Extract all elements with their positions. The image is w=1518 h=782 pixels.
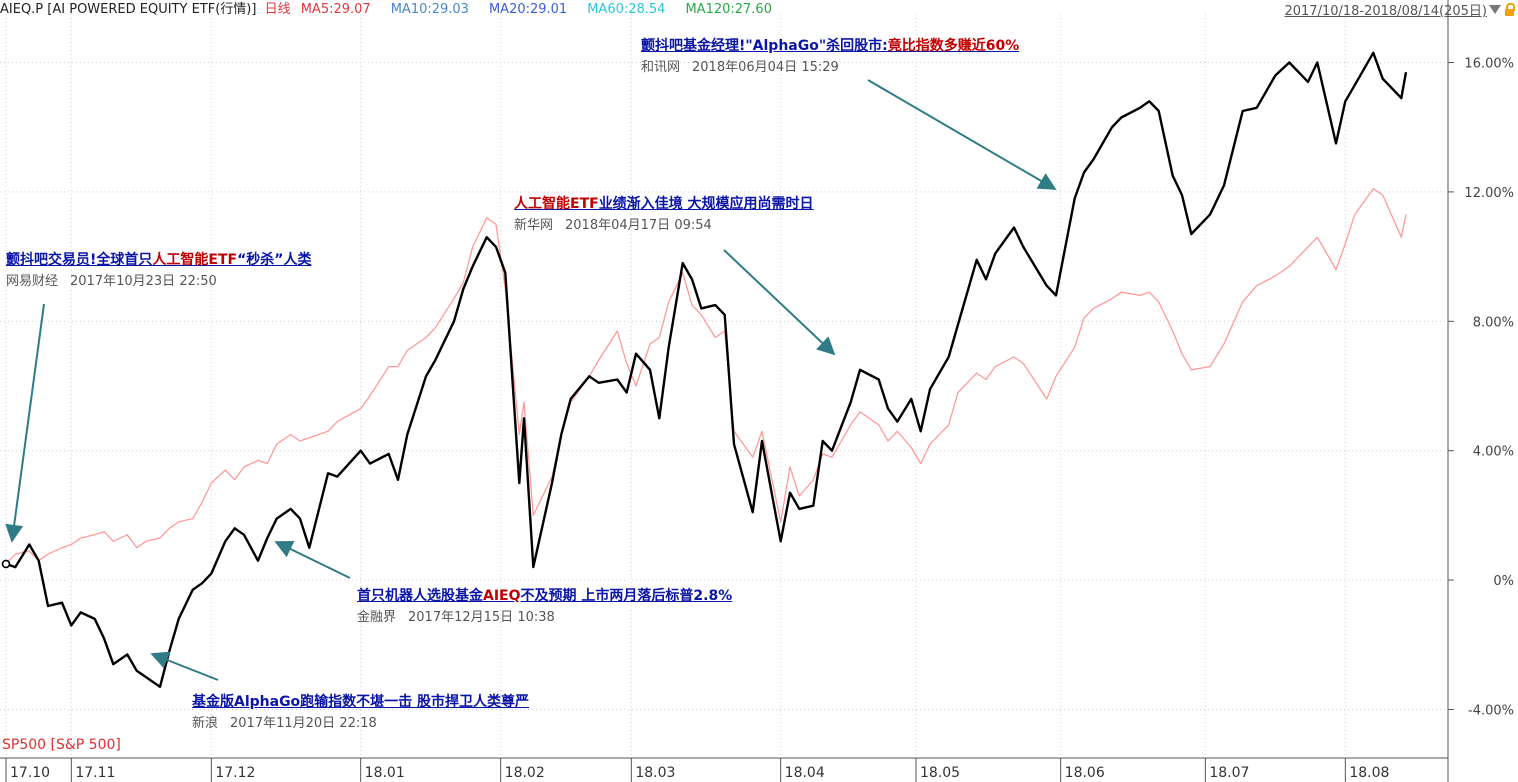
x-tick-label: 18.04	[785, 765, 825, 781]
x-tick-label: 18.08	[1349, 765, 1389, 781]
ma-label: MA60:28.54	[587, 2, 666, 17]
period-label[interactable]: 日线	[264, 2, 291, 17]
annotation-arrow	[867, 79, 1057, 190]
news-time: 2017年10月23日 22:50	[70, 274, 217, 289]
news-source: 新华网	[514, 218, 554, 233]
grid-lines	[0, 14, 1448, 758]
headline-fragment: “秒杀”人类	[237, 252, 312, 268]
triangle-down-icon[interactable]	[1489, 5, 1501, 14]
headline-fragment: 竟比指数多赚近60%	[887, 38, 1020, 54]
headline-fragment: 业绩渐入佳境 大规模应用尚需时日	[598, 196, 814, 212]
y-tick-label: 12.00%	[1464, 186, 1514, 201]
ma-label: MA10:29.03	[390, 2, 469, 17]
ma-label: MA5:29.07	[300, 2, 371, 17]
y-tick-label: -4.00%	[1468, 703, 1514, 718]
news-meta: 金融界 2017年12月15日 10:38	[357, 608, 732, 628]
x-tick-label: 18.01	[365, 765, 405, 781]
lock-icon[interactable]	[1505, 3, 1515, 16]
x-tick-label: 17.12	[215, 765, 255, 781]
date-range-label[interactable]: 2017/10/18-2018/08/14(205日)	[1284, 4, 1487, 19]
aieq-line	[5, 51, 1408, 688]
annotation-arrows	[5, 79, 1057, 681]
security-name: [AI POWERED EQUITY ETF(行情)]	[47, 2, 257, 17]
ma-label: MA20:29.01	[488, 2, 568, 17]
ma-label: MA120:27.60	[685, 2, 772, 17]
news-headline-link[interactable]: 颤抖吧交易员!全球首只人工智能ETF“秒杀”人类	[6, 250, 311, 270]
x-tick-label: 17.11	[75, 765, 115, 781]
news-source: 网易财经	[6, 274, 59, 289]
news-meta: 新浪 2017年11月20日 22:18	[192, 714, 529, 734]
news-headline-link[interactable]: 颤抖吧基金经理!"AlphaGo"杀回股市:竟比指数多赚近60%	[641, 36, 1019, 56]
headline-fragment: 人工智能ETF	[514, 196, 599, 212]
news-annotation: 颤抖吧基金经理!"AlphaGo"杀回股市:竟比指数多赚近60% 和讯网 2018年…	[641, 36, 1019, 78]
news-time: 2018年06月04日 15:29	[692, 60, 839, 75]
date-range-selector[interactable]: 2017/10/18-2018/08/14(205日)	[1284, 0, 1515, 19]
x-tick-label: 18.07	[1209, 765, 1249, 781]
x-tick-label: 18.03	[635, 765, 675, 781]
ma-list: MA5:29.07 MA10:29.03 MA20:29.01 MA60:28.54 M…	[295, 2, 772, 17]
news-source: 新浪	[192, 716, 219, 731]
news-meta: 和讯网 2018年06月04日 15:29	[641, 58, 1019, 78]
headline-fragment: AIEQ	[483, 588, 521, 604]
news-headline-link[interactable]: 首只机器人选股基金AIEQ不及预期 上市两月落后标普2.8%	[357, 586, 732, 606]
news-meta: 网易财经 2017年10月23日 22:50	[6, 272, 311, 292]
x-tick-label: 17.10	[10, 765, 50, 781]
news-headline-link[interactable]: 基金版AlphaGo跑输指数不堪一击 股市捍卫人类尊严	[192, 692, 529, 712]
chart-header: AIEQ.P [AI POWERED EQUITY ETF(行情)] 日线 MA…	[0, 1, 772, 19]
annotation-arrow	[274, 540, 351, 579]
news-source: 金融界	[357, 610, 397, 625]
headline-fragment: 颤抖吧基金经理!"AlphaGo"杀回股市:	[641, 38, 888, 54]
news-source: 和讯网	[641, 60, 681, 75]
headline-fragment: 不及预期 上市两月落后标普2.8%	[520, 588, 733, 604]
annotation-arrow	[723, 249, 836, 356]
headline-fragment: 基金版AlphaGo跑输指数不堪一击 股市捍卫人类尊严	[192, 694, 530, 710]
y-tick-label: 8.00%	[1473, 315, 1514, 330]
y-tick-label: 16.00%	[1464, 57, 1514, 72]
news-annotation: 基金版AlphaGo跑输指数不堪一击 股市捍卫人类尊严 新浪 2017年11月20日…	[192, 692, 529, 734]
news-time: 2017年12月15日 10:38	[408, 610, 555, 625]
annotation-arrow	[150, 651, 219, 681]
sp500-line	[5, 188, 1407, 565]
y-tick-label: 0%	[1493, 574, 1514, 589]
news-meta: 新华网 2018年04月17日 09:54	[514, 216, 814, 236]
news-annotation: 颤抖吧交易员!全球首只人工智能ETF“秒杀”人类网易财经 2017年10月23日 …	[6, 250, 311, 292]
news-headline-link[interactable]: 人工智能ETF业绩渐入佳境 大规模应用尚需时日	[514, 194, 814, 214]
x-tick-label: 18.02	[505, 765, 545, 781]
news-annotation: 人工智能ETF业绩渐入佳境 大规模应用尚需时日新华网 2018年04月17日 09…	[514, 194, 814, 236]
x-tick-label: 18.05	[920, 765, 960, 781]
series-start-marker	[1, 559, 11, 569]
y-tick-label: 4.00%	[1473, 445, 1514, 460]
series-lines	[1, 51, 1408, 688]
news-annotation: 首只机器人选股基金AIEQ不及预期 上市两月落后标普2.8% 金融界 2017年12…	[357, 586, 732, 628]
annotation-arrow	[5, 303, 45, 543]
series-legend-sp500: SP500 [S&P 500]	[2, 737, 121, 753]
news-time: 2018年04月17日 09:54	[565, 218, 712, 233]
headline-fragment: 首只机器人选股基金	[357, 588, 483, 604]
x-tick-label: 18.06	[1065, 765, 1105, 781]
symbol-label: AIEQ.P	[0, 2, 44, 17]
headline-fragment: 人工智能ETF	[152, 252, 238, 268]
headline-fragment: 颤抖吧交易员!全球首只	[6, 252, 153, 268]
news-time: 2017年11月20日 22:18	[230, 716, 377, 731]
